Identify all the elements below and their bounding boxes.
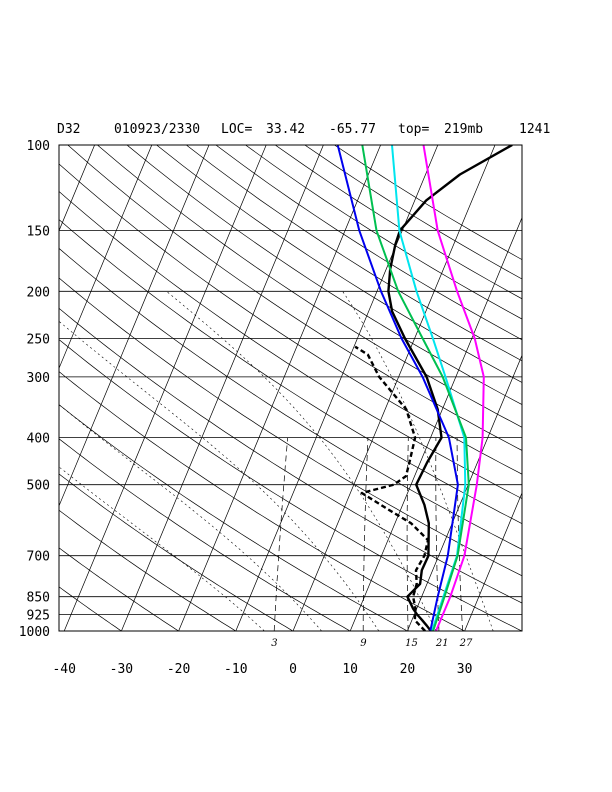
magenta-profile	[422, 145, 485, 631]
dry-adiabat-line	[59, 219, 522, 525]
plot-frame	[58, 144, 523, 632]
mixing-ratio-label: 21	[435, 638, 449, 649]
station-code: 1241	[519, 122, 550, 137]
temperature-profile	[387, 145, 513, 631]
temperature-tick-label: -10	[224, 662, 247, 677]
moist-adiabat-line	[59, 320, 380, 631]
temperature-tick-label: -30	[110, 662, 133, 677]
dewpoint-profile	[354, 345, 430, 631]
pressure-tick-label: 100	[27, 139, 50, 154]
dry-adiabat-line	[334, 145, 522, 260]
isotherms	[59, 145, 612, 631]
pressure-tick-label: 1000	[19, 625, 50, 640]
top-value: 219mb	[444, 122, 483, 137]
isotherm-line	[63, 145, 267, 631]
header: D32 010923/2330 LOC= 33.42 -65.77 top= 2…	[57, 122, 550, 137]
mixing-ratio-lines	[273, 437, 463, 631]
dry-adiabat-line	[67, 145, 522, 451]
background-grid	[59, 145, 612, 631]
pressure-tick-label: 300	[27, 371, 50, 386]
dry-adiabat-line	[245, 145, 522, 320]
isotherm-line	[292, 145, 496, 631]
isotherm-line	[579, 145, 612, 631]
dry-adiabat-line	[97, 145, 522, 428]
temperature-axis: -40 -30 -20 -10 0 10 20 30	[52, 662, 472, 677]
isotherm-line	[59, 145, 95, 232]
temperature-tick-label: 0	[289, 662, 297, 677]
isotherm-line	[59, 145, 210, 507]
temperature-tick-label: -40	[52, 662, 75, 677]
moist-adiabat-line	[342, 291, 494, 631]
mixing-ratio-labels: 3 9 15 21 27	[271, 638, 473, 649]
isotherm-line	[59, 145, 153, 370]
pressure-tick-label: 500	[27, 479, 50, 494]
dry-adiabat-line	[59, 190, 522, 499]
isotherm-line	[349, 216, 522, 631]
mixing-ratio-label: 27	[459, 638, 473, 649]
blue-profile	[336, 145, 459, 631]
isotherm-line	[521, 629, 522, 631]
green-profile	[361, 145, 470, 631]
cyan-profile	[391, 145, 467, 631]
moist-adiabat-line	[166, 291, 437, 631]
isobars	[59, 144, 522, 632]
pressure-tick-label: 150	[27, 225, 50, 240]
dry-adiabat-line	[59, 586, 122, 631]
moist-adiabat-line	[59, 466, 265, 631]
mixing-ratio-label: 3	[271, 638, 277, 649]
datetime: 010923/2330	[114, 122, 200, 137]
pressure-tick-label: 925	[27, 609, 50, 624]
dry-adiabats	[59, 145, 522, 631]
moist-adiabats	[59, 291, 494, 631]
isotherm-line	[178, 145, 381, 631]
isotherm-line	[464, 491, 522, 631]
loc-label: LOC=	[221, 122, 252, 137]
pressure-tick-label: 700	[27, 550, 50, 565]
pressure-tick-label: 400	[27, 432, 50, 447]
pressure-tick-label: 200	[27, 285, 50, 300]
dry-adiabat-line	[59, 438, 351, 631]
latitude: 33.42	[266, 122, 305, 137]
mixing-ratio-line	[406, 437, 409, 631]
dry-adiabat-line	[59, 277, 522, 577]
temperature-tick-label: 10	[342, 662, 358, 677]
station-id: D32	[57, 122, 80, 137]
pressure-tick-label: 250	[27, 332, 50, 347]
isotherm-line	[121, 145, 324, 631]
dry-adiabat-line	[59, 371, 465, 631]
mixing-ratio-label: 9	[360, 638, 367, 649]
dry-adiabat-line	[126, 145, 522, 405]
dry-adiabat-line	[215, 145, 522, 341]
mixing-ratio-line	[362, 437, 369, 631]
profiles	[336, 145, 513, 631]
dry-adiabat-line	[59, 339, 522, 631]
dry-adiabat-line	[59, 307, 522, 604]
mixing-ratio-label: 15	[405, 638, 418, 649]
temperature-tick-label: -20	[167, 662, 190, 677]
temperature-tick-label: 20	[400, 662, 416, 677]
moist-adiabat-line	[59, 404, 322, 631]
dry-adiabat-line	[59, 247, 522, 550]
isotherm-line	[407, 354, 522, 631]
temperature-tick-label: 30	[457, 662, 473, 677]
pressure-tick-label: 850	[27, 591, 50, 606]
top-label: top=	[398, 122, 429, 137]
dry-adiabat-line	[59, 404, 408, 631]
longitude: -65.77	[329, 122, 376, 137]
